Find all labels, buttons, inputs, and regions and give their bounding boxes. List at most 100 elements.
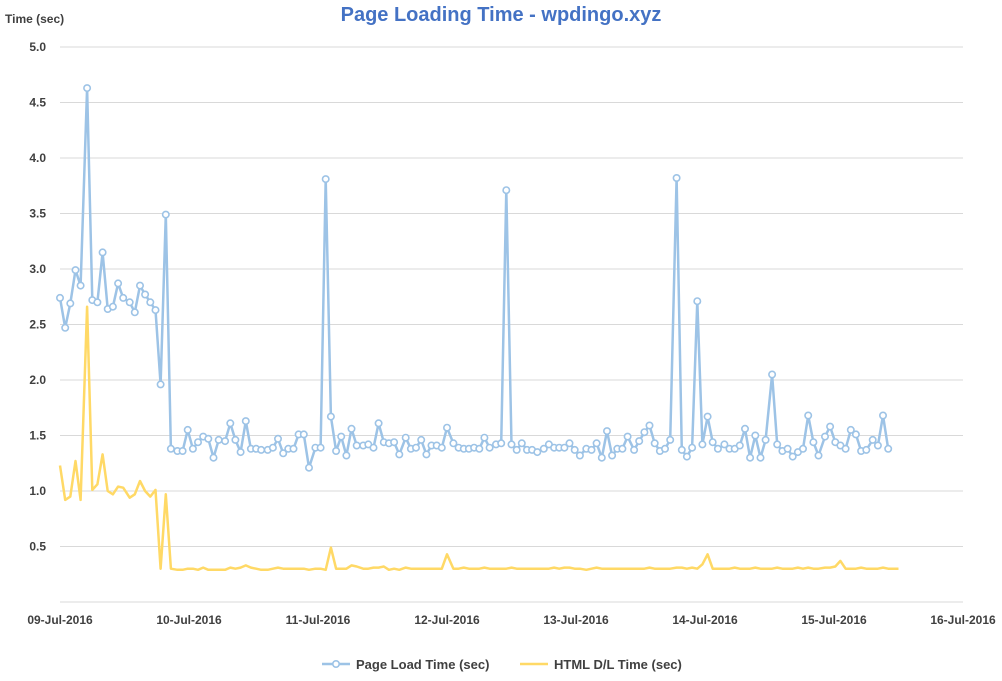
data-point: [623, 432, 632, 441]
data-point: [316, 443, 325, 452]
data-point: [76, 281, 85, 290]
data-point: [130, 308, 139, 317]
legend-html-dl-label: HTML D/L Time (sec): [554, 657, 682, 672]
data-point: [672, 174, 681, 183]
data-point: [141, 290, 150, 299]
data-point: [720, 440, 729, 449]
data-point: [682, 452, 691, 461]
data-point: [401, 433, 410, 442]
data-point: [608, 451, 617, 460]
legend-page-load-marker: [331, 659, 340, 668]
data-point: [66, 299, 75, 308]
data-point: [846, 425, 855, 434]
data-point: [693, 297, 702, 306]
series-line-html-dl: [58, 305, 899, 572]
data-point: [136, 281, 145, 290]
y-tick-label: 1.0: [29, 484, 46, 498]
data-point: [304, 463, 313, 472]
data-point: [279, 449, 288, 458]
data-point: [156, 380, 165, 389]
data-point: [146, 298, 155, 307]
data-point: [61, 323, 70, 332]
data-point: [575, 451, 584, 460]
data-point: [183, 425, 192, 434]
data-point: [640, 428, 649, 437]
data-point: [417, 435, 426, 444]
data-point: [851, 430, 860, 439]
data-point: [635, 437, 644, 446]
data-point: [768, 370, 777, 379]
data-point: [597, 453, 606, 462]
data-point: [660, 444, 669, 453]
data-point: [814, 451, 823, 460]
data-point: [560, 443, 569, 452]
data-point: [231, 435, 240, 444]
x-tick-label: 10-Jul-2016: [156, 613, 222, 627]
data-point: [602, 427, 611, 436]
data-point: [884, 444, 893, 453]
data-point: [761, 435, 770, 444]
y-tick-label: 3.5: [29, 207, 46, 221]
data-point: [119, 293, 128, 302]
data-point: [342, 451, 351, 460]
data-point: [166, 444, 175, 453]
gridlines: [60, 46, 963, 603]
data-point: [539, 444, 548, 453]
data-point: [289, 444, 298, 453]
y-tick-label: 4.5: [29, 96, 46, 110]
data-point: [570, 445, 579, 454]
data-point: [257, 445, 266, 454]
data-point: [108, 302, 117, 311]
data-point: [188, 444, 197, 453]
y-tick-label: 2.0: [29, 373, 46, 387]
series-line-page-load: [58, 86, 890, 469]
chart-title: Page Loading Time - wpdingo.xyz: [341, 4, 662, 26]
data-point: [442, 423, 451, 432]
data-point: [114, 279, 123, 288]
data-point: [798, 444, 807, 453]
data-point: [268, 443, 277, 452]
data-point: [650, 439, 659, 448]
data-point: [204, 434, 213, 443]
data-point: [688, 443, 697, 452]
data-point: [703, 412, 712, 421]
data-point: [868, 435, 877, 444]
data-point: [480, 433, 489, 442]
data-point: [347, 424, 356, 433]
data-point: [326, 412, 335, 421]
data-point: [83, 84, 92, 93]
data-point: [804, 411, 813, 420]
x-tick-labels: 09-Jul-2016 10-Jul-2016 11-Jul-2016 12-Jul-…: [27, 613, 996, 627]
data-point: [71, 266, 80, 275]
data-point: [273, 434, 282, 443]
data-point: [756, 453, 765, 462]
data-point: [437, 443, 446, 452]
data-point: [645, 421, 654, 430]
data-point: [299, 430, 308, 439]
data-point: [788, 452, 797, 461]
y-tick-label: 0.5: [29, 540, 46, 554]
data-point: [151, 306, 160, 315]
y-axis-label: Time (sec): [5, 12, 64, 26]
data-point: [507, 440, 516, 449]
data-point: [55, 293, 64, 302]
y-tick-label: 3.0: [29, 262, 46, 276]
x-tick-label: 09-Jul-2016: [27, 613, 93, 627]
x-tick-label: 14-Jul-2016: [672, 613, 738, 627]
data-point: [178, 446, 187, 455]
data-point: [214, 435, 223, 444]
data-point: [862, 445, 871, 454]
data-point: [221, 437, 230, 446]
data-point: [740, 424, 749, 433]
data-point: [125, 298, 134, 307]
data-point: [666, 435, 675, 444]
x-tick-label: 15-Jul-2016: [801, 613, 867, 627]
data-point: [809, 438, 818, 447]
data-point: [841, 444, 850, 453]
data-point: [395, 450, 404, 459]
data-point: [236, 448, 245, 457]
y-tick-label: 5.0: [29, 40, 46, 54]
data-point: [820, 432, 829, 441]
data-point: [517, 439, 526, 448]
